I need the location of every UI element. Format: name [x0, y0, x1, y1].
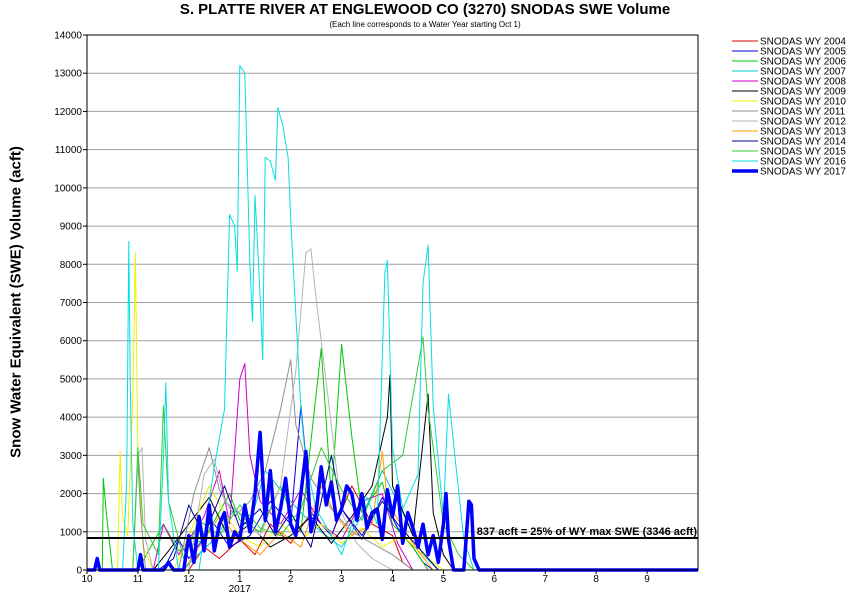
series-lines [87, 65, 698, 572]
y-tick-label: 10000 [54, 183, 82, 194]
y-tick-label: 11000 [55, 145, 83, 156]
gridlines [87, 72, 698, 533]
legend-entry: SNODAS WY 2016 [760, 157, 846, 168]
series-line-snodas-wy-2017 [87, 430, 698, 572]
y-tick-label: 13000 [54, 69, 82, 80]
x-tick-label: 10 [81, 574, 93, 585]
chart-subtitle: (Each line corresponds to a Water Year s… [329, 20, 521, 29]
series-line-snodas-wy-2012 [87, 248, 698, 571]
y-tick-label: 6000 [60, 336, 83, 347]
x-tick-label: 6 [492, 574, 498, 585]
y-tick-label: 3000 [60, 451, 83, 462]
y-tick-label: 4000 [60, 413, 83, 424]
y-tick-label: 8000 [60, 260, 83, 271]
x-tick-label: 1 [237, 574, 243, 585]
reference-line-group: 837 acft = 25% of WY max SWE (3346 acft) [87, 526, 698, 540]
legend-entry: SNODAS WY 2009 [760, 87, 846, 98]
x-tick-label: 2 [288, 574, 294, 585]
y-tick-label: 0 [76, 566, 82, 577]
legend-entry: SNODAS WY 2015 [760, 147, 846, 158]
series-line-snodas-wy-2015 [87, 336, 698, 571]
reference-line-label: 837 acft = 25% of WY max SWE (3346 acft) [477, 526, 698, 538]
legend-entry: SNODAS WY 2008 [760, 77, 846, 88]
x-tick-label: 12 [183, 574, 195, 585]
y-tick-label: 12000 [54, 107, 82, 118]
x-year-label: 2017 [229, 584, 252, 595]
legend-entry: SNODAS WY 2014 [760, 137, 846, 148]
axis-labels: 0 1000 2000 3000 4000 5000 6000 7000 8000 9000 100… [54, 31, 650, 596]
y-tick-label: 14000 [54, 31, 82, 42]
legend-entry: SNODAS WY 2010 [760, 97, 846, 108]
series-line-snodas-wy-2010 [87, 252, 698, 571]
x-tick-label: 7 [542, 574, 548, 585]
series-line-snodas-wy-2016 [87, 65, 698, 571]
legend-entry: SNODAS WY 2006 [760, 57, 846, 68]
x-tick-label: 11 [133, 574, 144, 585]
legend-entry: SNODAS WY 2007 [760, 67, 846, 78]
x-tick-label: 9 [644, 574, 650, 585]
chart-title: S. PLATTE RIVER AT ENGLEWOOD CO (3270) S… [179, 1, 671, 18]
y-tick-label: 7000 [60, 298, 83, 309]
legend-entry: SNODAS WY 2017 [760, 167, 846, 178]
x-tick-label: 5 [441, 574, 447, 585]
y-tick-label: 5000 [60, 374, 83, 385]
legend-entry: SNODAS WY 2005 [760, 47, 846, 58]
legend-entry: SNODAS WY 2004 [760, 37, 846, 48]
legend-entry: SNODAS WY 2013 [760, 127, 846, 138]
legend-entry: SNODAS WY 2012 [760, 117, 846, 128]
x-tick-label: 3 [339, 574, 345, 585]
y-tick-label: 9000 [60, 222, 83, 233]
x-tick-label: 4 [390, 574, 396, 585]
y-tick-label: 1000 [60, 527, 83, 538]
y-tick-label: 2000 [60, 489, 83, 500]
legend-entry: SNODAS WY 2011 [760, 107, 846, 118]
x-tick-label: 8 [593, 574, 599, 585]
